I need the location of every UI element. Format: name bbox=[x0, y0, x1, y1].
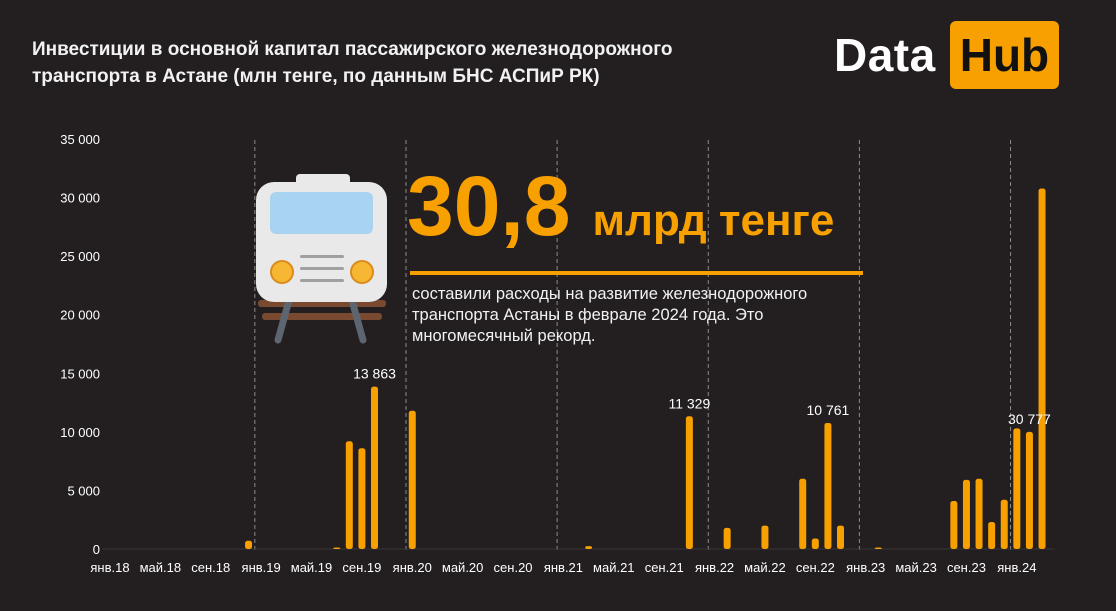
bar bbox=[345, 441, 353, 549]
bar bbox=[1000, 499, 1008, 549]
bar bbox=[1013, 428, 1021, 549]
x-tick-label: сен.22 bbox=[796, 560, 835, 575]
x-tick-label: янв.20 bbox=[393, 560, 432, 575]
bar bbox=[975, 478, 983, 549]
bar bbox=[333, 547, 341, 549]
x-tick-label: янв.18 bbox=[90, 560, 129, 575]
callout-headline: 30,8 млрд тенге bbox=[407, 164, 834, 248]
bar bbox=[245, 540, 253, 549]
bar bbox=[837, 525, 845, 549]
x-tick-label: сен.21 bbox=[645, 560, 684, 575]
x-tick-label: май.22 bbox=[744, 560, 786, 575]
callout-underline bbox=[410, 271, 863, 275]
callout-text-line1: составили расходы на развитие железнодор… bbox=[412, 285, 808, 303]
x-tick-label: май.18 bbox=[140, 560, 182, 575]
bar bbox=[1025, 431, 1033, 549]
callout-unit: млрд тенге bbox=[592, 196, 835, 245]
chart-title: Инвестиции в основной капитал пассажирск… bbox=[32, 36, 792, 90]
y-tick-label: 0 bbox=[93, 542, 100, 557]
x-tick-label: янв.24 bbox=[997, 560, 1036, 575]
bar bbox=[824, 422, 832, 549]
train-icon bbox=[248, 168, 398, 353]
bar bbox=[1038, 188, 1046, 549]
x-tick-label: янв.22 bbox=[695, 560, 734, 575]
data-label: 11 329 bbox=[668, 395, 710, 411]
x-tick-label: сен.18 bbox=[191, 560, 230, 575]
callout-value: 30,8 bbox=[407, 159, 571, 253]
data-label: 13 863 bbox=[353, 366, 396, 382]
bar bbox=[358, 448, 366, 549]
x-tick-label: сен.20 bbox=[494, 560, 533, 575]
x-tick-label: май.21 bbox=[593, 560, 635, 575]
y-tick-label: 15 000 bbox=[60, 366, 100, 381]
bar bbox=[408, 410, 416, 549]
bar bbox=[761, 525, 769, 549]
y-tick-label: 30 000 bbox=[60, 191, 100, 206]
x-tick-label: май.23 bbox=[895, 560, 937, 575]
datahub-logo: Data Hub bbox=[834, 19, 1060, 91]
bar bbox=[950, 500, 958, 549]
logo-hub-text: Hub bbox=[949, 21, 1060, 89]
x-tick-label: янв.19 bbox=[242, 560, 281, 575]
data-label: 10 761 bbox=[807, 402, 850, 418]
logo-data-text: Data bbox=[834, 29, 936, 81]
data-label: 30 777 bbox=[1008, 411, 1051, 427]
bar bbox=[370, 386, 378, 549]
y-tick-label: 25 000 bbox=[60, 249, 100, 264]
x-tick-label: янв.21 bbox=[544, 560, 583, 575]
y-tick-label: 10 000 bbox=[60, 425, 100, 440]
bar bbox=[811, 538, 819, 549]
y-tick-label: 20 000 bbox=[60, 308, 100, 323]
chart-title-line1: Инвестиции в основной капитал пассажирск… bbox=[32, 39, 673, 60]
chart-title-line2: транспорта в Астане (млн тенге, по данны… bbox=[32, 66, 600, 87]
bar bbox=[988, 522, 996, 549]
bar bbox=[585, 546, 593, 549]
y-tick-label: 5 000 bbox=[67, 483, 100, 498]
bar bbox=[874, 547, 882, 549]
callout-text-line3: многомесячный рекорд. bbox=[412, 327, 596, 345]
callout-text: составили расходы на развитие железнодор… bbox=[412, 284, 872, 347]
callout-text-line2: транспорта Астаны в феврале 2024 года. Э… bbox=[412, 306, 764, 324]
x-tick-label: сен.23 bbox=[947, 560, 986, 575]
x-tick-label: май.19 bbox=[291, 560, 333, 575]
x-tick-label: сен.19 bbox=[342, 560, 381, 575]
x-tick-label: май.20 bbox=[442, 560, 484, 575]
y-tick-label: 35 000 bbox=[60, 132, 100, 147]
bar bbox=[799, 478, 807, 549]
bar bbox=[962, 479, 970, 549]
bar bbox=[723, 527, 731, 549]
x-tick-label: янв.23 bbox=[846, 560, 885, 575]
bar bbox=[685, 416, 693, 549]
